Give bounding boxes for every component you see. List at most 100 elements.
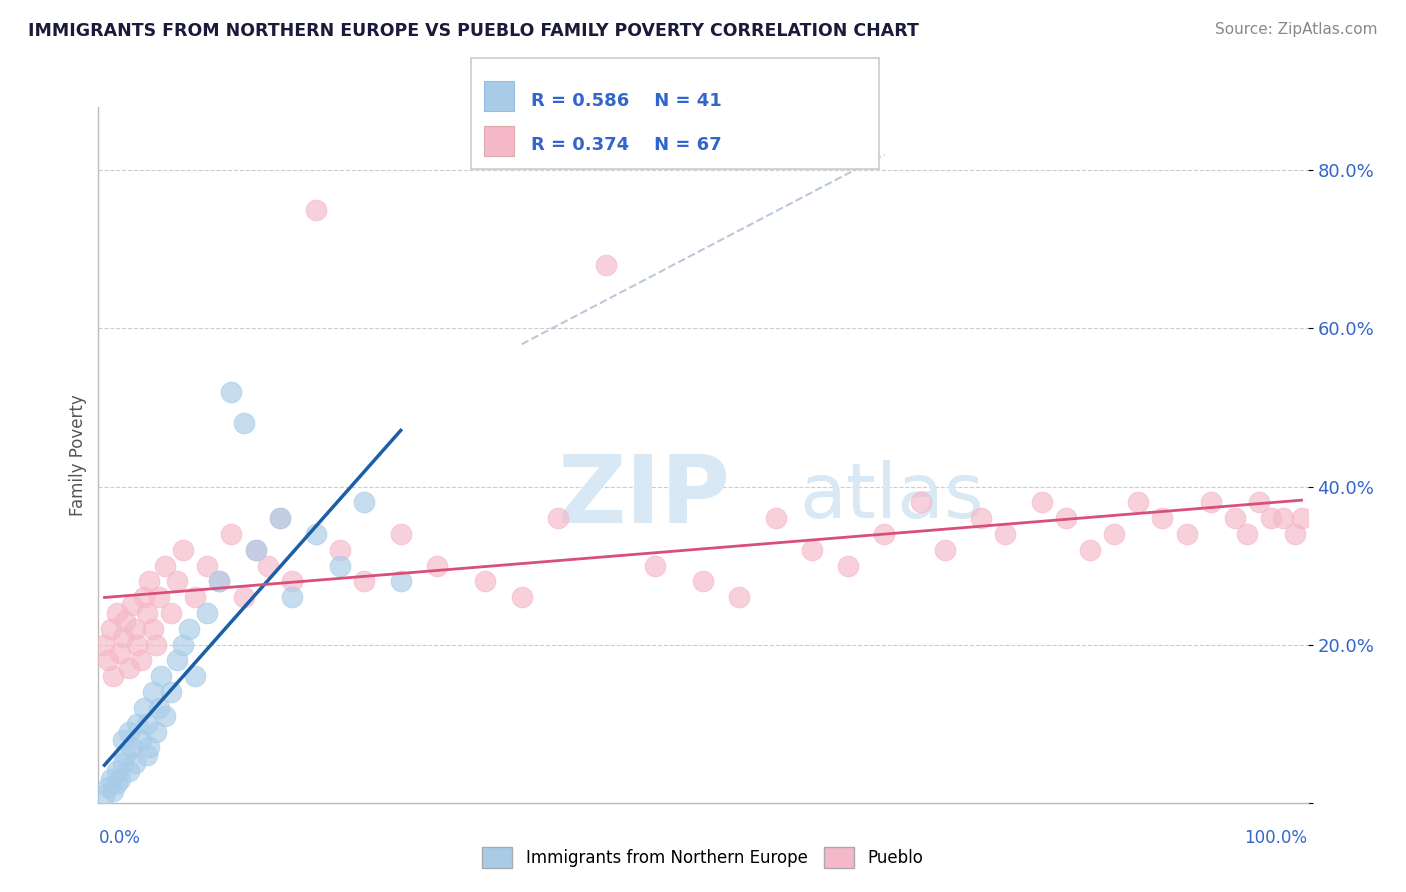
Point <box>1054 511 1077 525</box>
Point <box>134 701 156 715</box>
Point <box>124 622 146 636</box>
Point <box>127 716 149 731</box>
Point <box>118 661 141 675</box>
Text: Source: ZipAtlas.com: Source: ZipAtlas.com <box>1215 22 1378 37</box>
Point <box>910 495 932 509</box>
Point <box>138 740 160 755</box>
Point <box>111 630 134 644</box>
Point <box>93 638 115 652</box>
Point <box>269 511 291 525</box>
Legend: Immigrants from Northern Europe, Pueblo: Immigrants from Northern Europe, Pueblo <box>475 841 931 874</box>
Text: 100.0%: 100.0% <box>1244 829 1308 847</box>
Point <box>245 542 267 557</box>
Point <box>108 646 131 660</box>
Point <box>153 708 176 723</box>
Point <box>728 591 751 605</box>
Point <box>195 558 218 573</box>
Text: R = 0.374    N = 67: R = 0.374 N = 67 <box>531 136 723 154</box>
Point <box>510 591 533 605</box>
Point <box>221 527 243 541</box>
Point <box>138 574 160 589</box>
Point <box>195 606 218 620</box>
Point <box>121 598 143 612</box>
Point <box>873 527 896 541</box>
Point <box>129 732 152 747</box>
Point <box>256 558 278 573</box>
Text: R = 0.586    N = 41: R = 0.586 N = 41 <box>531 92 723 110</box>
Point <box>1078 542 1101 557</box>
Point <box>281 574 304 589</box>
Point <box>281 591 304 605</box>
Point <box>177 622 201 636</box>
Point <box>1223 511 1246 525</box>
Point <box>135 716 157 731</box>
Point <box>208 574 231 589</box>
Point <box>114 614 136 628</box>
Point <box>426 558 449 573</box>
Point <box>145 638 167 652</box>
Point <box>269 511 291 525</box>
Point <box>389 574 412 589</box>
Point <box>837 558 859 573</box>
Point <box>100 772 122 786</box>
Point <box>1291 511 1313 525</box>
Point <box>111 756 134 771</box>
Point <box>1175 527 1198 541</box>
Point <box>184 669 207 683</box>
Point <box>245 542 267 557</box>
Text: 0.0%: 0.0% <box>98 829 141 847</box>
Point <box>1260 511 1282 525</box>
Point <box>221 384 243 399</box>
Point <box>148 591 170 605</box>
Point <box>166 653 188 667</box>
Point <box>305 527 328 541</box>
Point <box>114 748 136 763</box>
Text: IMMIGRANTS FROM NORTHERN EUROPE VS PUEBLO FAMILY POVERTY CORRELATION CHART: IMMIGRANTS FROM NORTHERN EUROPE VS PUEBL… <box>28 22 920 40</box>
Point <box>124 756 146 771</box>
Point <box>142 685 165 699</box>
Point <box>644 558 666 573</box>
Point <box>1152 511 1174 525</box>
Point <box>692 574 714 589</box>
Point <box>105 606 128 620</box>
Point <box>305 202 328 217</box>
Point <box>105 764 128 779</box>
Point <box>800 542 823 557</box>
Point <box>1272 511 1295 525</box>
Point <box>389 527 412 541</box>
Point <box>135 748 157 763</box>
Point <box>970 511 993 525</box>
Point <box>97 780 120 794</box>
Point <box>329 558 352 573</box>
Text: atlas: atlas <box>800 459 984 533</box>
Point <box>184 591 207 605</box>
Point <box>93 788 115 802</box>
Point <box>111 732 134 747</box>
Point <box>1031 495 1053 509</box>
Point <box>135 606 157 620</box>
Point <box>160 685 183 699</box>
Point <box>1284 527 1306 541</box>
Point <box>127 638 149 652</box>
Point <box>765 511 787 525</box>
Point <box>1236 527 1258 541</box>
Point <box>153 558 176 573</box>
Point <box>100 622 122 636</box>
Point <box>934 542 956 557</box>
Point <box>121 740 143 755</box>
Point <box>148 701 170 715</box>
Point <box>166 574 188 589</box>
Y-axis label: Family Poverty: Family Poverty <box>69 394 87 516</box>
Point <box>134 591 156 605</box>
Point <box>118 724 141 739</box>
Point <box>150 669 173 683</box>
Point <box>208 574 231 589</box>
Point <box>172 542 194 557</box>
Point <box>105 776 128 790</box>
Point <box>547 511 569 525</box>
Point <box>160 606 183 620</box>
Point <box>329 542 352 557</box>
Point <box>1199 495 1222 509</box>
Point <box>172 638 194 652</box>
Point <box>353 495 375 509</box>
